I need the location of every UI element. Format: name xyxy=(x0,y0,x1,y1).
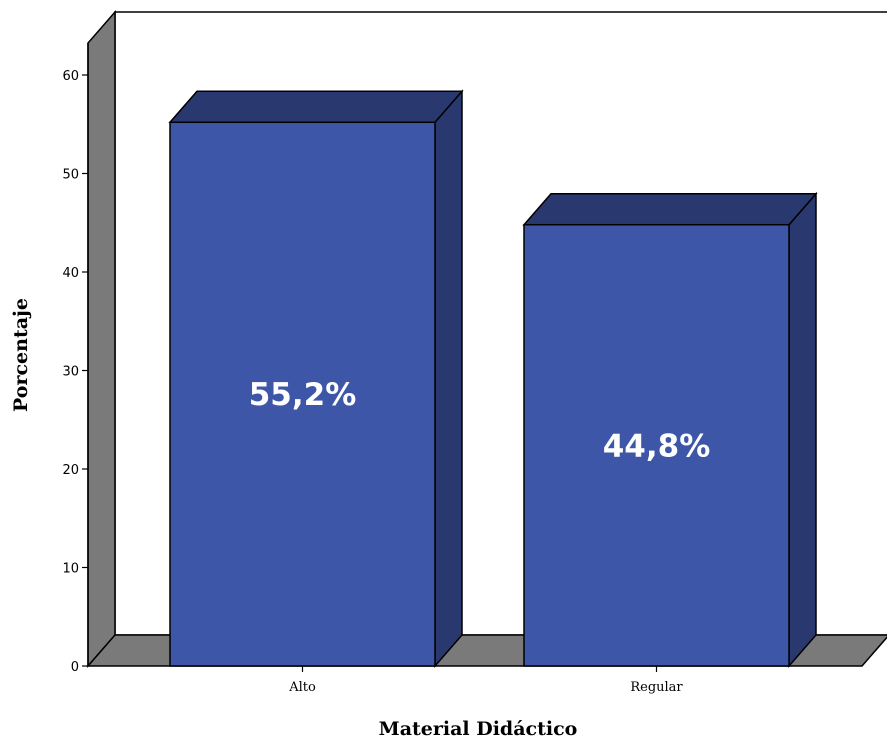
y-tick-label: 10 xyxy=(62,562,79,577)
bar-top xyxy=(168,90,464,124)
bar-front xyxy=(169,121,436,667)
y-tick-label: 0 xyxy=(71,660,79,675)
y-axis: 0 10 20 30 40 50 60 xyxy=(62,43,89,675)
bar-top xyxy=(522,192,818,226)
y-tick-label: 20 xyxy=(62,463,79,478)
y-tick-label: 30 xyxy=(62,365,79,380)
bar-data-label: 44,8% xyxy=(603,428,711,464)
bar: 55,2% xyxy=(168,89,464,669)
bar: 44,8% xyxy=(522,191,818,669)
bar-front xyxy=(523,223,790,667)
x-axis-title: Material Didáctico xyxy=(379,718,578,740)
y-axis-title: Porcentaje xyxy=(10,298,32,412)
side-wall xyxy=(87,9,116,669)
bar-data-label: 55,2% xyxy=(249,377,357,413)
bar-side xyxy=(788,191,817,669)
x-tick-label: Alto xyxy=(288,680,316,695)
y-tick-label: 40 xyxy=(62,266,79,281)
y-tick-label: 60 xyxy=(62,69,79,84)
bars: 55,2% 44,8% xyxy=(168,89,818,669)
y-tick-label: 50 xyxy=(62,168,79,183)
bar-side xyxy=(434,89,463,669)
x-tick-label: Regular xyxy=(630,680,683,695)
x-axis: Alto Regular xyxy=(288,666,683,695)
